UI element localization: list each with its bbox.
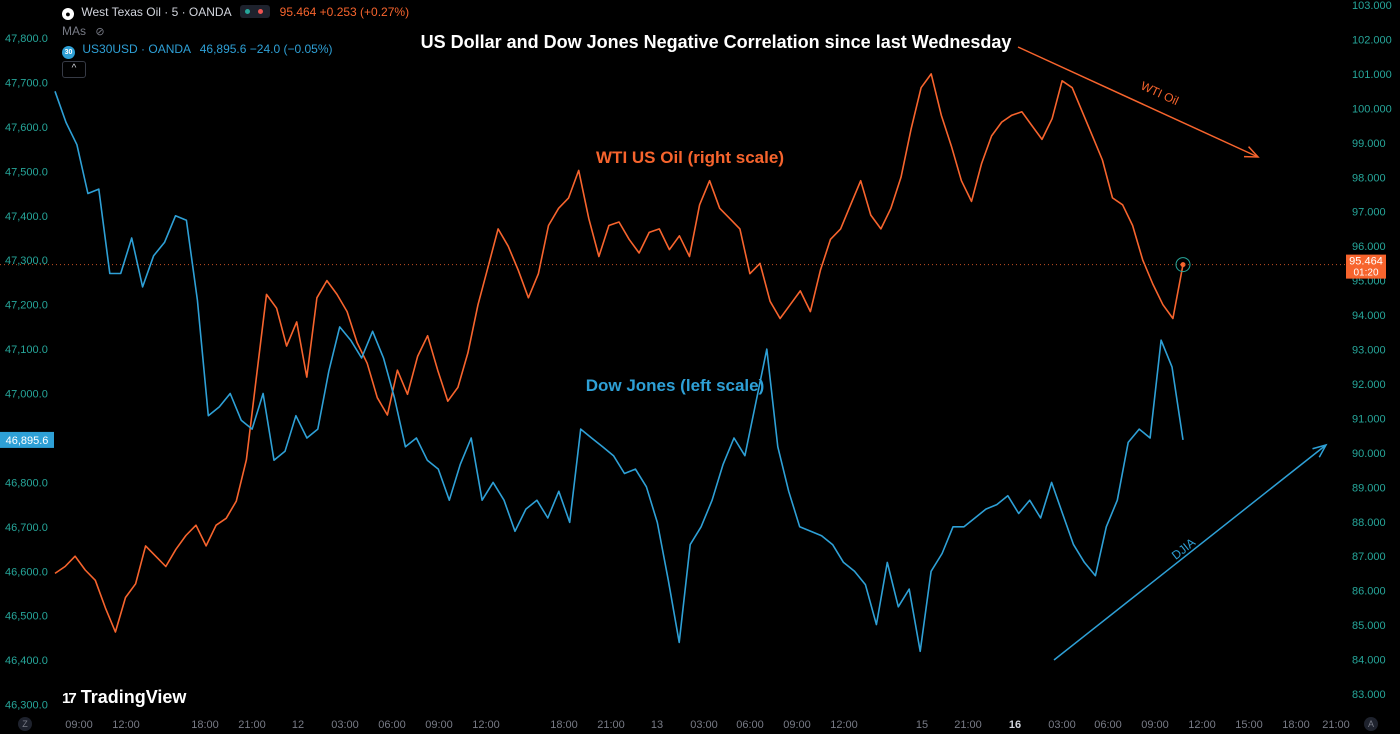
eye-hidden-icon[interactable]: ⊘ [95, 26, 105, 38]
time-tick-label: 21:00 [1322, 719, 1350, 731]
right-tick-label: 92.000 [1352, 379, 1386, 391]
oil-symbol-name[interactable]: West Texas Oil · 5 · OANDA [81, 5, 231, 19]
left-tick-label: 46,800.0 [5, 477, 48, 489]
time-tick-label: 12 [292, 719, 304, 731]
dow-symbol-name[interactable]: US30USD · OANDA [82, 42, 191, 56]
dow-symbol-values: 46,895.6 −24.0 (−0.05%) [199, 42, 333, 56]
time-tick-label: 12:00 [112, 719, 140, 731]
time-tick-label: 09:00 [425, 719, 453, 731]
oil-countdown: 01:20 [1353, 268, 1378, 279]
oil-series-label: WTI US Oil (right scale) [596, 148, 784, 167]
tradingview-mark-icon: 17 [62, 690, 77, 707]
left-tick-label: 47,800.0 [5, 33, 48, 45]
left-tick-label: 47,200.0 [5, 300, 48, 312]
time-tick-label: 18:00 [191, 719, 219, 731]
time-tick-label: 06:00 [1094, 719, 1122, 731]
left-tick-label: 46,600.0 [5, 566, 48, 578]
right-tick-label: 96.000 [1352, 241, 1386, 253]
wti-oil-arrow-head [1243, 146, 1260, 158]
left-tick-label: 47,400.0 [5, 211, 48, 223]
oil-price-badge [1346, 254, 1386, 279]
right-tick-label: 84.000 [1352, 655, 1386, 667]
right-tick-label: 98.000 [1352, 172, 1386, 184]
right-tick-label: 88.000 [1352, 517, 1386, 529]
right-tick-label: 99.000 [1352, 138, 1386, 150]
left-tick-label: 47,100.0 [5, 344, 48, 356]
right-tick-label: 100.000 [1352, 103, 1392, 115]
oil-symbol-values: 95.464 +0.253 (+0.27%) [279, 5, 410, 19]
right-tick-label: 90.000 [1352, 448, 1386, 460]
right-tick-label: 86.000 [1352, 586, 1386, 598]
left-tick-label: 47,300.0 [5, 255, 48, 267]
dow-price-badge-value: 46,895.6 [6, 435, 49, 447]
mas-label[interactable]: MAs [62, 24, 86, 38]
oil-live-ring [1175, 257, 1191, 273]
time-tick-label: 18:00 [550, 719, 578, 731]
time-tick-label: 03:00 [690, 719, 718, 731]
time-tick-label: 06:00 [736, 719, 764, 731]
time-tick-label: 16 [1009, 719, 1021, 731]
tradingview-logo-text: TradingView [80, 687, 187, 707]
oil-drop-icon: ● [62, 8, 74, 20]
right-tick-label: 102.000 [1352, 34, 1392, 46]
time-tick-label: 03:00 [1048, 719, 1076, 731]
wti-oil-annotation: WTI Oil [1139, 79, 1181, 108]
buy-sell-toggle-icon[interactable] [240, 5, 271, 18]
right-tick-label: 83.000 [1352, 689, 1386, 701]
time-tick-label: 12:00 [472, 719, 500, 731]
right-tick-label: 91.000 [1352, 413, 1386, 425]
time-tick-label: 09:00 [1141, 719, 1169, 731]
left-axis: 47,800.0 47,700.0 47,600.0 47,500.0 47,400.0… [5, 33, 48, 712]
right-tick-label: 87.000 [1352, 551, 1386, 563]
dow-price-badge [0, 431, 54, 448]
djia-arrow [1053, 444, 1327, 661]
time-tick-label: 18:00 [1282, 719, 1310, 731]
time-tick-label: 09:00 [65, 719, 93, 731]
left-tick-label: 47,700.0 [5, 77, 48, 89]
time-tick-label: 15 [916, 719, 928, 731]
time-tick-label: 06:00 [378, 719, 406, 731]
right-tick-label: 101.000 [1352, 69, 1392, 81]
collapse-legend-button[interactable]: ^ [62, 61, 86, 78]
oil-live-dot [1180, 262, 1186, 268]
right-tick-label: 93.000 [1352, 345, 1386, 357]
right-tick-label: 97.000 [1352, 207, 1386, 219]
time-tick-label: 21:00 [597, 719, 625, 731]
right-tick-label: 94.000 [1352, 310, 1386, 322]
time-tick-label: 21:00 [238, 719, 266, 731]
dow-legend[interactable]: 30 US30USD · OANDA 46,895.6 −24.0 (−0.05… [62, 42, 333, 59]
timezone-button[interactable]: Z [18, 717, 32, 731]
wti-oil-arrow [1017, 46, 1259, 158]
right-axis: 103.000 102.000 101.000 100.000 99.000 98.000… [1352, 0, 1392, 701]
time-tick-label: 12:00 [1188, 719, 1216, 731]
dow-badge-icon: 30 [62, 46, 75, 59]
chart-title: US Dollar and Dow Jones Negative Correla… [420, 32, 1012, 52]
left-tick-label: 46,500.0 [5, 611, 48, 623]
dow-jones-line [54, 91, 1184, 653]
time-tick-label: 13 [651, 719, 663, 731]
right-tick-label: 89.000 [1352, 482, 1386, 494]
right-tick-label: 103.000 [1352, 0, 1392, 12]
left-tick-label: 47,600.0 [5, 122, 48, 134]
left-tick-label: 47,000.0 [5, 389, 48, 401]
auto-scale-button[interactable]: A [1364, 717, 1378, 731]
tradingview-logo: 17 TradingView [62, 687, 186, 708]
time-tick-label: 12:00 [830, 719, 858, 731]
oil-legend[interactable]: ● West Texas Oil · 5 · OANDA 95.464 +0.2… [62, 5, 409, 20]
time-tick-label: 09:00 [783, 719, 811, 731]
left-tick-label: 47,500.0 [5, 166, 48, 178]
mas-legend[interactable]: MAs ⊘ [62, 24, 105, 38]
time-tick-label: 21:00 [954, 719, 982, 731]
right-tick-label: 85.000 [1352, 620, 1386, 632]
left-tick-label: 46,300.0 [5, 700, 48, 712]
dow-series-label: Dow Jones (left scale) [586, 376, 765, 395]
left-tick-label: 46,400.0 [5, 655, 48, 667]
time-tick-label: 03:00 [331, 719, 359, 731]
oil-price-badge-value: 95.464 [1349, 256, 1383, 268]
time-tick-label: 15:00 [1235, 719, 1263, 731]
left-tick-label: 46,700.0 [5, 522, 48, 534]
time-axis: 09:00 12:00 18:00 21:00 12 03:00 06:00 09:00 12:… [65, 719, 1350, 731]
djia-arrow-head [1312, 443, 1328, 458]
